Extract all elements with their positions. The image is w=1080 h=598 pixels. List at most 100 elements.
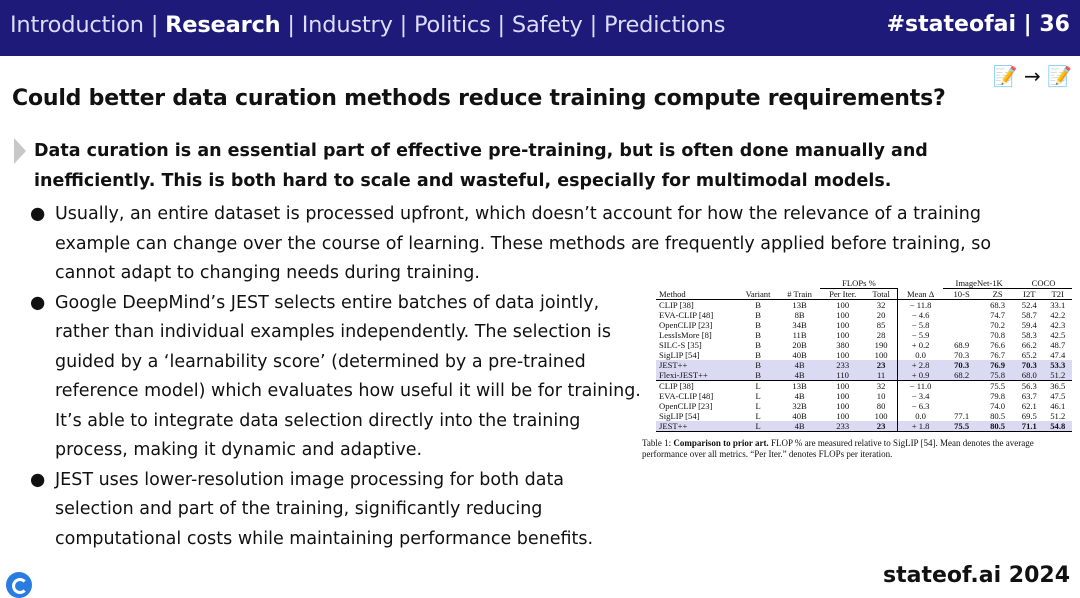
top-nav-bar: Introduction | Research | Industry | Pol… bbox=[0, 0, 1080, 56]
table-row: OpenCLIP [23] L 32B 100 80 − 6.3 74.0 62.1 46.1 bbox=[656, 401, 1072, 411]
list-item: ● Google DeepMind’s JEST selects entire b… bbox=[28, 289, 645, 466]
table-cell: 76.7 bbox=[990, 350, 1006, 360]
nav-separator: | bbox=[287, 12, 295, 38]
table-cell: 76.9 bbox=[980, 360, 1016, 370]
table-cell: B bbox=[755, 330, 761, 340]
table-column-header: T2I bbox=[1051, 289, 1064, 299]
table-cell: 40B bbox=[792, 350, 807, 360]
flops-group-header: FLOPs % bbox=[820, 278, 898, 289]
table-cell: 70.3 bbox=[1015, 360, 1044, 370]
table-cell: 11B bbox=[792, 330, 807, 340]
table-cell: 110 bbox=[820, 370, 866, 381]
table-cell: 42.3 bbox=[1050, 320, 1066, 330]
table-cell: 13B bbox=[792, 300, 807, 310]
nav-item-introduction[interactable]: Introduction bbox=[10, 12, 144, 38]
table-cell: 100 bbox=[836, 330, 850, 340]
table-column-header: # Train bbox=[787, 288, 812, 299]
table-cell: 40B bbox=[792, 411, 807, 421]
table-cell: 100 bbox=[836, 350, 850, 360]
table-cell: 51.2 bbox=[1050, 411, 1066, 421]
table-caption: Table 1: Comparison to prior art. FLOP %… bbox=[642, 438, 1060, 460]
table-cell bbox=[943, 310, 980, 320]
table-row: LessIsMore [8] B 11B 100 28 − 5.9 70.8 58.3 42.5 bbox=[656, 330, 1072, 340]
table-cell: 233 bbox=[820, 421, 866, 432]
table-row: JEST++ B 4B 233 23 + 2.8 70.3 76.9 70.3 53.3 bbox=[656, 360, 1072, 370]
caption-label: Table 1: bbox=[642, 438, 672, 448]
table-cell: 0.0 bbox=[897, 411, 944, 421]
table-row: JEST++ L 4B 233 23 + 1.8 75.5 80.5 71.1 54.8 bbox=[656, 421, 1072, 432]
table-cell: 68.9 bbox=[954, 340, 970, 350]
table-cell: CLIP [38] bbox=[659, 300, 694, 310]
table-cell: Flexi-JEST++ bbox=[656, 370, 738, 381]
table-cell: 77.1 bbox=[954, 411, 970, 421]
table-cell: OpenCLIP [23] bbox=[659, 401, 713, 411]
table-cell: 74.7 bbox=[990, 310, 1006, 320]
memo-icon: 📝 → 📝 bbox=[992, 64, 1072, 88]
table-cell bbox=[943, 320, 980, 330]
table-cell: 68.2 bbox=[943, 370, 981, 381]
nav-item-politics[interactable]: Politics bbox=[413, 12, 491, 38]
table-cell: 190 bbox=[874, 340, 888, 350]
imagenet-group-header: ImageNet-1K bbox=[943, 278, 1016, 289]
table-cell: 80.5 bbox=[990, 411, 1006, 421]
table-cell: 34B bbox=[792, 320, 807, 330]
nav-item-predictions[interactable]: Predictions bbox=[603, 12, 726, 38]
table-cell: 59.4 bbox=[1021, 320, 1037, 330]
table-column-header: Per Iter. bbox=[829, 289, 857, 299]
table-cell: 20 bbox=[876, 310, 886, 320]
table-cell: 69.5 bbox=[1021, 411, 1037, 421]
table-cell: − 4.6 bbox=[897, 310, 944, 320]
table-column-header: 10-S bbox=[953, 289, 970, 299]
table-cell: LessIsMore [8] bbox=[659, 330, 712, 340]
table-cell: EVA-CLIP [48] bbox=[659, 391, 714, 401]
nav-item-research[interactable]: Research bbox=[165, 12, 281, 38]
table-cell: + 1.8 bbox=[897, 421, 944, 432]
table-cell: 36.5 bbox=[1050, 381, 1066, 391]
nav-item-industry[interactable]: Industry bbox=[301, 12, 393, 38]
table-cell: − 5.9 bbox=[897, 330, 944, 340]
table-row: OpenCLIP [23] B 34B 100 85 − 5.8 70.2 59.4 42.3 bbox=[656, 320, 1072, 330]
section-nav: Introduction | Research | Industry | Pol… bbox=[10, 12, 725, 38]
table-cell: 100 bbox=[836, 300, 850, 310]
results-table: FLOPs % ImageNet-1K COCO Method Variant # … bbox=[656, 278, 1072, 432]
table-cell: 80 bbox=[876, 401, 886, 411]
slide-title: Could better data curation methods reduc… bbox=[12, 86, 946, 111]
table-cell: B bbox=[737, 370, 779, 381]
table-row: Flexi-JEST++ B 4B 110 11 + 0.9 68.2 75.8 68.0 51.… bbox=[656, 370, 1072, 381]
table-cell: 52.4 bbox=[1021, 300, 1037, 310]
table-cell: + 0.2 bbox=[897, 340, 944, 350]
table-cell: 100 bbox=[836, 381, 850, 391]
table-cell bbox=[943, 391, 980, 401]
table-cell: B bbox=[737, 360, 779, 370]
table-cell: B bbox=[755, 320, 761, 330]
lead-paragraph: Data curation is an essential part of ef… bbox=[34, 141, 928, 191]
nav-item-safety[interactable]: Safety bbox=[511, 12, 583, 38]
table-column-header: I2T bbox=[1023, 289, 1036, 299]
table-cell: 4B bbox=[778, 360, 821, 370]
slide-badge: #stateofai | 36 bbox=[886, 12, 1070, 37]
table-cell: 62.1 bbox=[1021, 401, 1037, 411]
table-cell: 74.0 bbox=[990, 401, 1006, 411]
bullet-icon: ● bbox=[30, 204, 46, 224]
table-cell: SigLIP [54] bbox=[659, 411, 700, 421]
footer-site: stateof.ai 2024 bbox=[882, 563, 1070, 588]
table-cell: 32 bbox=[876, 300, 886, 310]
stateofai-logo-icon bbox=[6, 572, 32, 598]
table-cell bbox=[943, 300, 980, 311]
table-cell: 100 bbox=[836, 310, 850, 320]
table-cell: 10 bbox=[876, 391, 886, 401]
table-row: EVA-CLIP [48] B 8B 100 20 − 4.6 74.7 58.7 42.2 bbox=[656, 310, 1072, 320]
table-cell: 53.3 bbox=[1043, 360, 1072, 370]
table-cell: 23 bbox=[865, 360, 898, 370]
table-cell: 58.3 bbox=[1021, 330, 1037, 340]
table-cell: 71.1 bbox=[1015, 421, 1044, 432]
table-cell: 20B bbox=[792, 340, 807, 350]
table-cell: 85 bbox=[876, 320, 886, 330]
table-cell: 56.3 bbox=[1021, 381, 1037, 391]
table-cell: − 11.0 bbox=[897, 380, 944, 391]
nav-separator: | bbox=[497, 12, 506, 38]
bullet-icon: ● bbox=[30, 292, 46, 313]
table-row: CLIP [38] B 13B 100 32 − 11.8 68.3 52.4 33.1 bbox=[656, 299, 1072, 311]
table-cell: − 6.3 bbox=[897, 401, 944, 411]
table-cell: L bbox=[755, 401, 761, 411]
